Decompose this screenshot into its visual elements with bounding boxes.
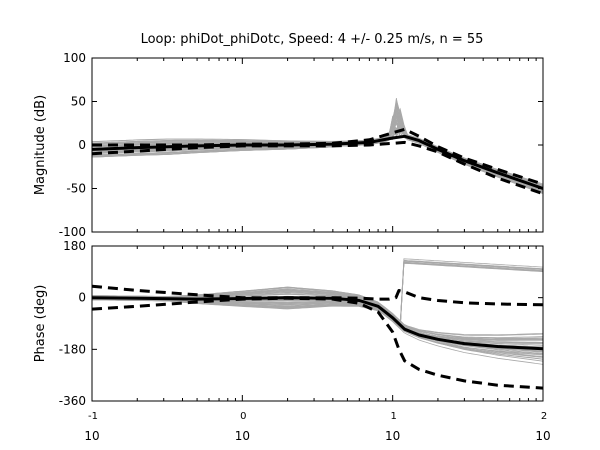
x-tick-label-base: 10 [535,429,550,443]
x-tick-label-exponent: 2 [541,411,547,422]
magnitude-bound-line-2 [91,140,544,196]
phase-sample-trace [92,299,544,355]
phase-summary-lines [91,284,544,390]
magnitude-sample-trace [91,108,544,194]
phase-panel: 180 0 -180 -360 Phase (deg) [33,239,544,408]
magnitude-bound-line-1 [92,127,544,186]
phase-bound-line-1 [91,284,544,307]
phase-axes-frame [91,245,544,402]
x-tick-label-base: 10 [385,429,400,443]
magnitude-y-tick-label: 50 [71,95,86,109]
magnitude-summary-lines [91,127,544,196]
x-tick-label-exponent: 0 [240,411,246,422]
phase-y-tick-label: 180 [63,239,86,253]
phase-y-tick-label: -180 [59,342,86,356]
magnitude-y-tick-label: -100 [59,225,86,239]
magnitude-y-axis-label: Magnitude (dB) [33,95,48,195]
magnitude-y-tick-label: 0 [78,138,86,152]
magnitude-y-tick-label: -50 [66,182,86,196]
x-tick-label-exponent: 1 [390,411,396,422]
x-tick-label-exponent: -1 [88,411,98,422]
phase-axis-ticks: 180 0 -180 -360 [59,239,543,408]
phase-y-tick-label: 0 [78,291,86,305]
magnitude-axes-frame [91,57,544,233]
chart-title: Loop: phiDot_phiDotc, Speed: 4 +/- 0.25 … [141,32,484,47]
phase-sample-trace [91,287,544,340]
magnitude-y-tick-label: 100 [63,51,86,65]
phase-y-tick-label: -360 [59,394,86,408]
magnitude-panel: 100 50 0 -50 -100 Magnitude (dB) [33,51,544,239]
x-tick-label-base: 10 [84,429,99,443]
phase-mean-line-0 [91,296,544,351]
phase-y-axis-label: Phase (deg) [33,285,48,363]
x-axis-tick-labels: 10 -1 10 0 10 1 10 2 [84,411,550,443]
x-tick-label-base: 10 [235,429,250,443]
